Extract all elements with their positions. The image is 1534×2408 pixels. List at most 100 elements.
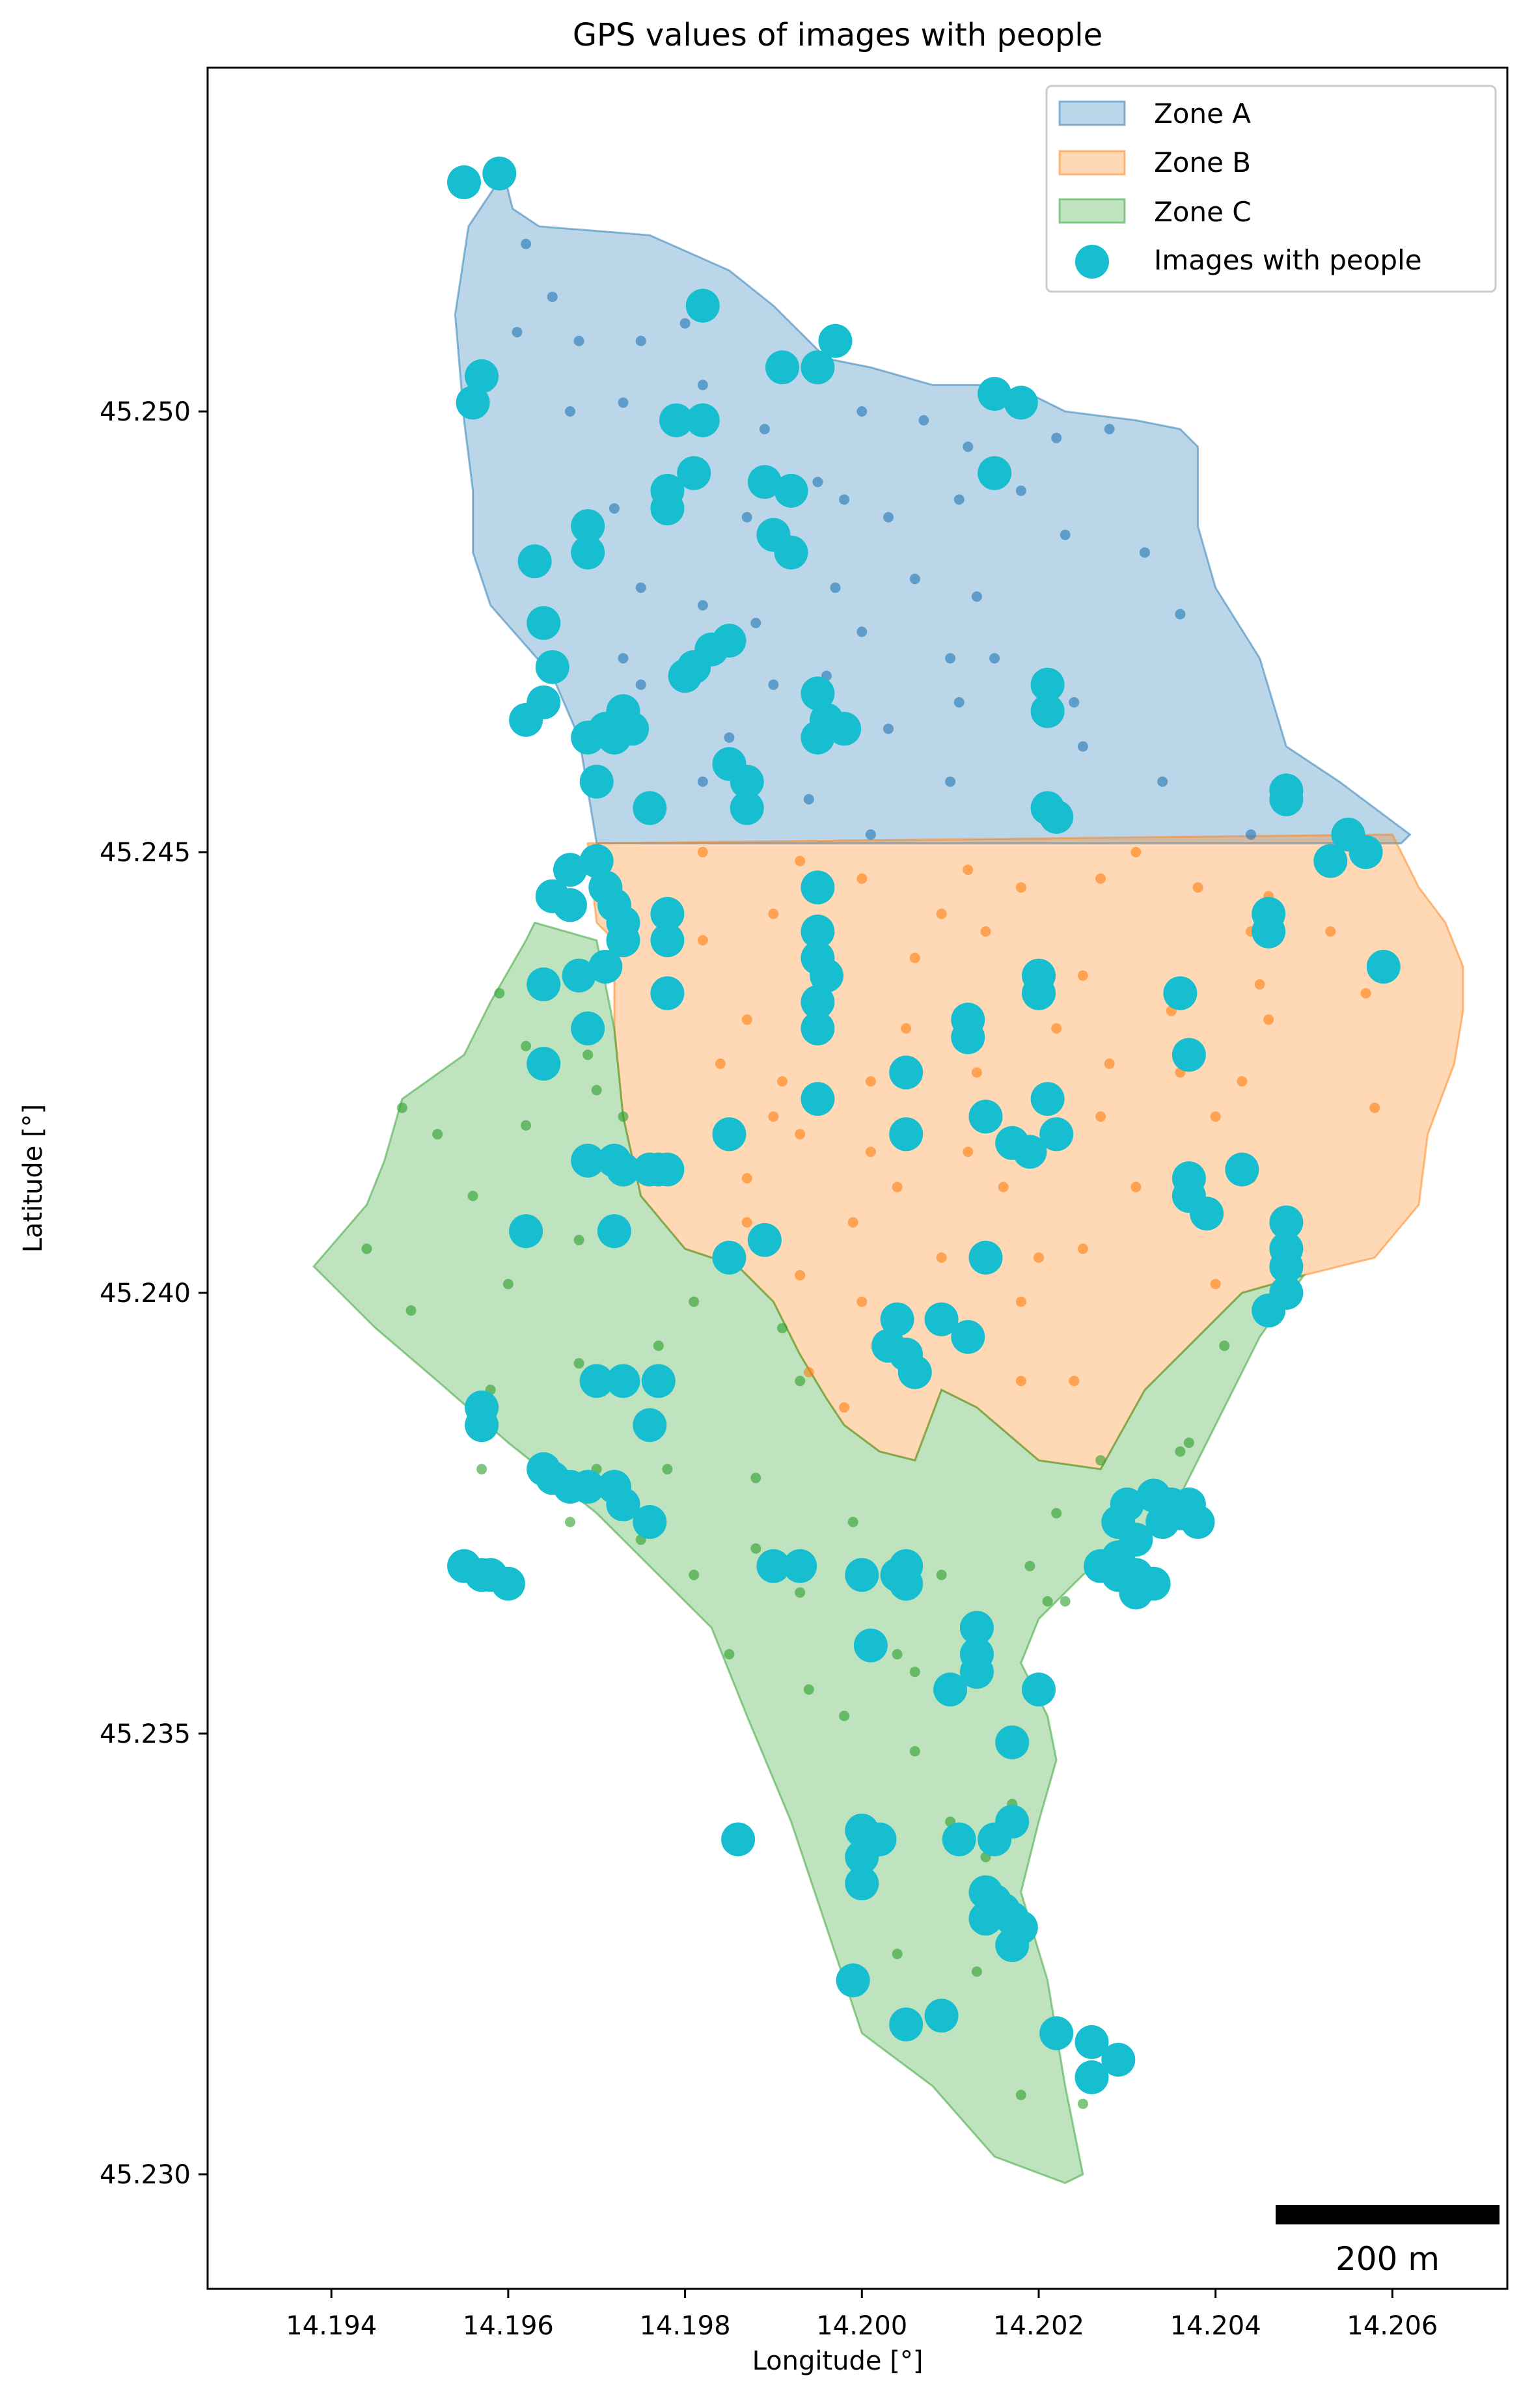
zone-c-point — [467, 1191, 478, 1202]
zone-a-point — [565, 406, 575, 417]
people-point — [818, 324, 853, 358]
zone-c-point — [803, 1684, 814, 1695]
people-point — [774, 473, 808, 508]
zone-a-point — [883, 512, 894, 523]
zone-a-point — [945, 776, 956, 787]
zone-b-point — [1015, 1296, 1026, 1307]
zone-b-point — [741, 1217, 752, 1228]
zone-b-point — [865, 1076, 876, 1087]
zone-b-point — [741, 1173, 752, 1183]
zone-b-point — [1237, 1076, 1248, 1087]
people-point — [1313, 844, 1348, 878]
people-point — [1075, 2060, 1109, 2094]
people-point — [1252, 914, 1286, 948]
axes-frame — [206, 66, 1509, 2290]
zone-a-point — [963, 441, 974, 452]
zone-a-point — [697, 380, 708, 391]
zone-c-point — [405, 1305, 417, 1316]
y-tick-label: 45.245 — [100, 838, 191, 868]
zone-a-point — [618, 653, 629, 664]
zone-b-point — [1104, 1059, 1115, 1069]
zone-b-point — [803, 1366, 814, 1377]
legend-item-images-with-people: Images with people — [1075, 244, 1422, 279]
people-point — [1181, 1505, 1215, 1539]
zone-c-point — [432, 1129, 443, 1140]
zone-c-point — [1024, 1560, 1035, 1571]
zone-b-point — [856, 1296, 868, 1307]
zone-b-point — [768, 908, 779, 919]
people-point — [571, 721, 605, 754]
people-point — [650, 923, 685, 958]
people-point — [889, 2007, 924, 2041]
zone-b-point — [1034, 1252, 1044, 1263]
zone-b-point — [795, 1269, 806, 1280]
people-point — [650, 896, 685, 931]
zone-c-point — [476, 1463, 487, 1474]
zone-a-point — [839, 494, 850, 505]
zone-b-point — [1325, 926, 1336, 937]
people-point — [650, 491, 685, 525]
people-point — [924, 1302, 959, 1336]
people-point — [765, 350, 799, 385]
zone-c-point — [521, 1040, 532, 1051]
x-tick-label: 14.194 — [286, 2311, 377, 2341]
zone-b-point — [1210, 1111, 1221, 1122]
legend-item-zone-c: Zone C — [1058, 196, 1252, 228]
people-point — [571, 1143, 605, 1178]
x-tick-label: 14.198 — [640, 2311, 731, 2341]
people-point — [1225, 1152, 1259, 1187]
people-point — [491, 1566, 525, 1601]
y-tick-label: 45.235 — [100, 1719, 191, 1749]
zone-b-point — [1069, 1376, 1080, 1387]
people-point — [579, 844, 614, 878]
zone-c-point — [502, 1279, 514, 1290]
people-point — [641, 1364, 676, 1398]
zone-b-point — [715, 1059, 726, 1069]
people-point — [465, 1408, 499, 1443]
scale-bar: 200 m — [1276, 2205, 1500, 2278]
zone-a-point — [1157, 776, 1168, 787]
people-point — [527, 606, 561, 640]
y-tick-label: 45.240 — [100, 1279, 191, 1308]
zone-a-point — [768, 679, 779, 690]
people-point — [1269, 1205, 1304, 1239]
zone-a-point — [724, 732, 735, 743]
zone-b-point — [1210, 1279, 1221, 1290]
zone-b-point — [998, 1182, 1009, 1193]
people-point — [801, 1082, 835, 1116]
zone-c-point — [909, 1746, 920, 1757]
people-point — [659, 403, 693, 437]
zone-a-point — [865, 829, 876, 840]
zone-b-point — [777, 1076, 788, 1087]
zone-b-point — [741, 1014, 752, 1025]
zone-c-point — [1060, 1596, 1071, 1607]
people-point — [995, 1725, 1030, 1760]
people-point — [756, 518, 791, 552]
people-point — [924, 1999, 959, 2033]
people-point — [801, 721, 835, 754]
zone-a-point — [1051, 432, 1062, 443]
people-point — [588, 950, 623, 984]
people-point — [1013, 1135, 1047, 1169]
zone-c-point — [892, 1948, 903, 1959]
people-point — [968, 1240, 1003, 1275]
zone-c-point — [565, 1517, 575, 1527]
zone-c-point — [1219, 1340, 1230, 1351]
people-point — [801, 676, 835, 711]
people-point — [650, 1152, 685, 1187]
zone-c-point — [909, 1667, 920, 1678]
legend-label-zone-c: Zone C — [1154, 196, 1252, 228]
zone-c-point — [1183, 1437, 1194, 1448]
zone-c-point — [582, 1049, 594, 1060]
people-point — [756, 1549, 791, 1583]
people-point — [889, 1566, 924, 1601]
zone-c-point — [573, 1358, 584, 1369]
people-point — [978, 377, 1012, 411]
people-point — [606, 1364, 640, 1398]
people-point — [606, 1152, 640, 1187]
zone-c-point — [689, 1570, 700, 1581]
people-point — [730, 764, 764, 799]
zone-b-point — [936, 908, 947, 919]
people-point — [845, 1840, 879, 1874]
people-point — [1030, 694, 1065, 728]
